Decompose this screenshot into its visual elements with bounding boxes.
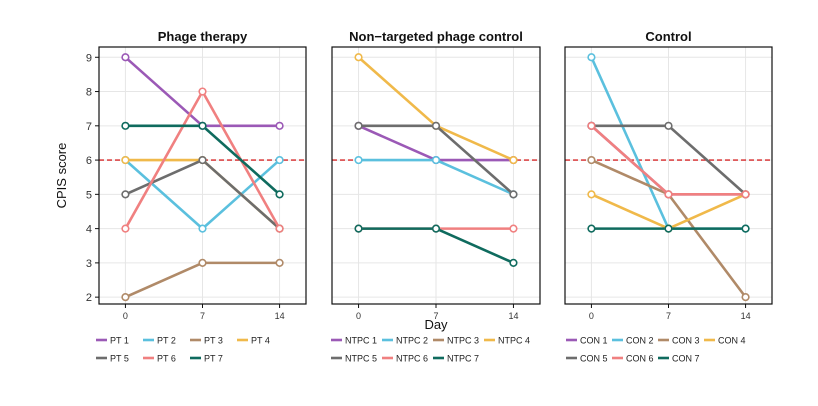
data-point [121, 293, 130, 302]
data-point [431, 121, 441, 130]
y-tick-label: 4 [86, 224, 92, 236]
data-point [275, 224, 284, 233]
data-point [664, 190, 673, 199]
legend-label: PT 1 [110, 336, 129, 346]
legend-label: NTPC 4 [498, 336, 530, 346]
y-tick-label: 7 [86, 121, 92, 133]
data-point [509, 155, 518, 165]
legend-label: CON 4 [718, 336, 746, 346]
data-point [354, 53, 363, 62]
data-point [587, 224, 596, 233]
y-tick-label: 5 [86, 189, 92, 201]
y-tick-label: 6 [86, 155, 92, 167]
legend-label: PT 7 [204, 354, 223, 364]
x-tick-label: 14 [275, 311, 285, 321]
data-point [121, 190, 130, 199]
x-axis-label: Day [424, 317, 448, 332]
data-point [431, 224, 441, 233]
data-point [121, 224, 130, 233]
panel-title: Control [645, 29, 691, 44]
legend-label: NTPC 1 [345, 336, 377, 346]
legend-label: CON 1 [580, 336, 608, 346]
legend-label: CON 7 [672, 354, 700, 364]
data-point [354, 155, 363, 165]
data-point [664, 121, 673, 130]
legend-label: CON 6 [626, 354, 654, 364]
data-point [587, 155, 596, 165]
x-tick-label: 14 [741, 311, 751, 321]
data-point [354, 224, 363, 233]
legend-label: PT 3 [204, 336, 223, 346]
legend-label: NTPC 3 [447, 336, 479, 346]
data-point [275, 121, 284, 130]
legend-label: CON 5 [580, 354, 608, 364]
data-point [664, 224, 673, 233]
data-point [198, 258, 207, 267]
y-tick-label: 2 [86, 292, 92, 304]
legend-label: PT 4 [251, 336, 270, 346]
y-tick-label: 8 [86, 87, 92, 99]
legend-label: PT 2 [157, 336, 176, 346]
x-tick-label: 0 [356, 311, 361, 321]
data-point [198, 224, 207, 233]
data-point [275, 258, 284, 267]
data-point [741, 190, 750, 199]
data-point [509, 224, 518, 233]
data-point [509, 258, 518, 267]
legend-label: NTPC 6 [396, 354, 428, 364]
x-tick-label: 14 [508, 311, 518, 321]
data-point [275, 190, 284, 199]
legend-label: PT 5 [110, 354, 129, 364]
x-tick-label: 0 [123, 311, 128, 321]
x-tick-label: 7 [200, 311, 205, 321]
x-tick-label: 0 [589, 311, 594, 321]
legend-label: CON 3 [672, 336, 700, 346]
x-tick-label: 7 [666, 311, 671, 321]
data-point [198, 87, 207, 96]
data-point [587, 190, 596, 199]
data-point [741, 224, 750, 233]
data-point [587, 121, 596, 130]
legend-label: NTPC 5 [345, 354, 377, 364]
data-point [587, 53, 596, 62]
data-point [121, 53, 130, 62]
data-point [198, 155, 207, 165]
panel-title: Phage therapy [158, 29, 248, 44]
data-point [275, 155, 284, 165]
legend-label: NTPC 7 [447, 354, 479, 364]
data-point [198, 121, 207, 130]
legend-label: PT 6 [157, 354, 176, 364]
legend-label: NTPC 2 [396, 336, 428, 346]
y-tick-label: 9 [86, 52, 92, 64]
data-point [509, 190, 518, 199]
legend-label: CON 2 [626, 336, 654, 346]
y-axis-label: CPIS score [54, 143, 69, 209]
data-point [741, 293, 750, 302]
data-point [121, 155, 130, 165]
data-point [431, 155, 441, 165]
data-point [354, 121, 363, 130]
y-tick-label: 3 [86, 258, 92, 270]
data-point [121, 121, 130, 130]
x-tick-label: 7 [433, 311, 438, 321]
panel-title: Non−targeted phage control [349, 29, 523, 44]
